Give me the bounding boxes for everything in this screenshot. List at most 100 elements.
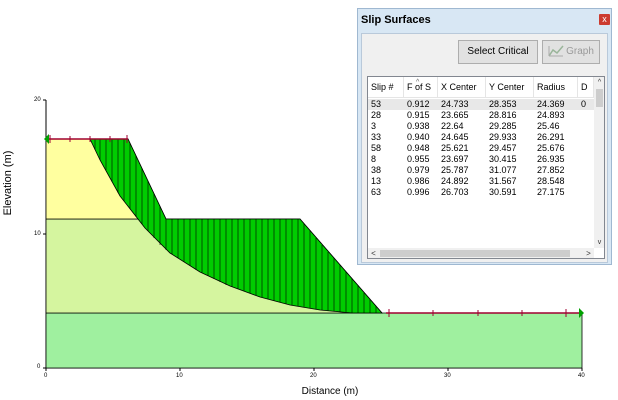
slip-surfaces-dialog: Slip Surfaces x Select Critical Graph Sl… xyxy=(357,8,612,265)
right-boundary-marker xyxy=(579,308,584,318)
slip-number-cell: 8 xyxy=(371,154,377,164)
table-row[interactable]: 53 0.912 24.733 28.353 24.369 0 xyxy=(368,99,594,110)
dialog-body: Select Critical Graph Slip # ^ F of S X … xyxy=(361,33,608,263)
d-cell xyxy=(578,132,581,143)
y-center-cell: 30.591 xyxy=(489,187,517,197)
slip-surface-table[interactable]: Slip # ^ F of S X Center Y Center Radius… xyxy=(367,76,605,259)
scroll-right-icon[interactable]: > xyxy=(586,249,591,258)
fos-cell: 0.912 xyxy=(407,99,430,109)
radius-cell: 27.175 xyxy=(537,187,565,197)
fos-cell: 0.948 xyxy=(407,143,430,153)
y-center-cell: 29.285 xyxy=(489,121,517,131)
graph-icon xyxy=(548,45,564,57)
x-center-cell: 24.892 xyxy=(441,176,469,186)
x-center-cell: 24.645 xyxy=(441,132,469,142)
table-row[interactable]: 3 0.938 22.64 29.285 25.46 xyxy=(368,121,594,132)
table-row[interactable]: 58 0.948 25.621 29.457 25.676 xyxy=(368,143,594,154)
slip-number-cell: 33 xyxy=(371,132,382,142)
slip-number-cell: 38 xyxy=(371,165,382,175)
x-center-cell: 25.787 xyxy=(441,165,469,175)
x-axis-title: Distance (m) xyxy=(301,386,359,397)
scroll-down-icon[interactable]: v xyxy=(597,239,602,246)
vertical-scroll-thumb[interactable] xyxy=(596,89,603,107)
radius-cell: 24.893 xyxy=(537,110,565,120)
column-header-slip[interactable]: Slip # xyxy=(368,77,404,97)
y-axis-title: Elevation (m) xyxy=(2,150,14,216)
radius-cell: 28.548 xyxy=(537,176,565,186)
radius-cell: 26.291 xyxy=(537,132,565,142)
fos-cell: 0.996 xyxy=(407,187,430,197)
x-center-cell: 24.733 xyxy=(441,99,469,109)
slip-number-cell: 63 xyxy=(371,187,382,197)
table-row[interactable]: 38 0.979 25.787 31.077 27.852 xyxy=(368,165,594,176)
radius-cell: 26.935 xyxy=(537,154,565,164)
fos-cell: 0.938 xyxy=(407,121,430,131)
d-cell xyxy=(578,165,581,176)
dialog-title: Slip Surfaces xyxy=(361,14,431,26)
column-header-radius[interactable]: Radius xyxy=(534,77,578,97)
slip-slices xyxy=(94,139,377,313)
dialog-titlebar[interactable]: Slip Surfaces x xyxy=(358,9,611,33)
column-header-y-center[interactable]: Y Center xyxy=(486,77,534,97)
left-boundary-marker xyxy=(44,134,49,144)
radius-cell: 25.46 xyxy=(537,121,560,131)
radius-cell: 27.852 xyxy=(537,165,565,175)
slip-number-cell: 28 xyxy=(371,110,382,120)
close-button[interactable]: x xyxy=(599,14,610,25)
column-header-d[interactable]: D xyxy=(578,77,594,97)
slip-number-cell: 3 xyxy=(371,121,377,131)
y-tick-label: 20 xyxy=(34,97,41,103)
column-header-fos[interactable]: ^ F of S xyxy=(404,77,438,97)
y-center-cell: 29.933 xyxy=(489,132,517,142)
column-header-x-center[interactable]: X Center xyxy=(438,77,486,97)
x-center-cell: 23.697 xyxy=(441,154,469,164)
table-row[interactable]: 63 0.996 26.703 30.591 27.175 xyxy=(368,187,594,198)
fos-cell: 0.940 xyxy=(407,132,430,142)
y-center-cell: 31.567 xyxy=(489,176,517,186)
x-center-cell: 25.621 xyxy=(441,143,469,153)
table-row[interactable]: 13 0.986 24.892 31.567 28.548 xyxy=(368,176,594,187)
x-center-cell: 22.64 xyxy=(441,121,464,131)
radius-cell: 25.676 xyxy=(537,143,565,153)
y-center-cell: 29.457 xyxy=(489,143,517,153)
fos-cell: 0.979 xyxy=(407,165,430,175)
graph-button-label: Graph xyxy=(566,46,594,57)
table-row[interactable]: 28 0.915 23.665 28.816 24.893 xyxy=(368,110,594,121)
slip-number-cell: 53 xyxy=(371,99,382,109)
select-critical-button[interactable]: Select Critical xyxy=(458,40,538,64)
y-center-cell: 28.353 xyxy=(489,99,517,109)
scroll-left-icon[interactable]: < xyxy=(371,249,376,258)
d-cell: 0 xyxy=(581,99,587,109)
y-center-cell: 31.077 xyxy=(489,165,517,175)
vertical-scrollbar[interactable]: ^ v xyxy=(594,77,604,248)
radius-cell: 24.369 xyxy=(537,99,565,109)
table-row[interactable]: 33 0.940 24.645 29.933 26.291 xyxy=(368,132,594,143)
fos-cell: 0.986 xyxy=(407,176,430,186)
y-center-cell: 30.415 xyxy=(489,154,517,164)
fos-cell: 0.915 xyxy=(407,110,430,120)
x-tick-label: 0 xyxy=(44,373,48,379)
scroll-up-icon[interactable]: ^ xyxy=(597,79,602,86)
table-header: Slip # ^ F of S X Center Y Center Radius… xyxy=(368,77,594,98)
d-cell xyxy=(578,121,581,132)
d-cell xyxy=(578,154,581,165)
x-center-cell: 26.703 xyxy=(441,187,469,197)
table-row[interactable]: 8 0.955 23.697 30.415 26.935 xyxy=(368,154,594,165)
slip-number-cell: 13 xyxy=(371,176,382,186)
y-tick-label: 10 xyxy=(34,231,41,237)
water-line-markers xyxy=(49,135,567,317)
y-tick-label: 0 xyxy=(37,364,41,370)
x-tick-label: 20 xyxy=(310,373,317,379)
slip-mass xyxy=(89,138,383,314)
d-cell xyxy=(578,143,581,154)
horizontal-scroll-thumb[interactable] xyxy=(380,250,570,257)
y-center-cell: 28.816 xyxy=(489,110,517,120)
x-tick-label: 10 xyxy=(176,373,183,379)
horizontal-scrollbar[interactable]: < > xyxy=(368,248,594,258)
lower-soil-layer xyxy=(45,312,583,369)
sort-arrow-icon: ^ xyxy=(416,79,420,86)
graph-button[interactable]: Graph xyxy=(542,40,600,64)
x-tick-label: 40 xyxy=(578,373,585,379)
d-cell xyxy=(578,187,581,198)
